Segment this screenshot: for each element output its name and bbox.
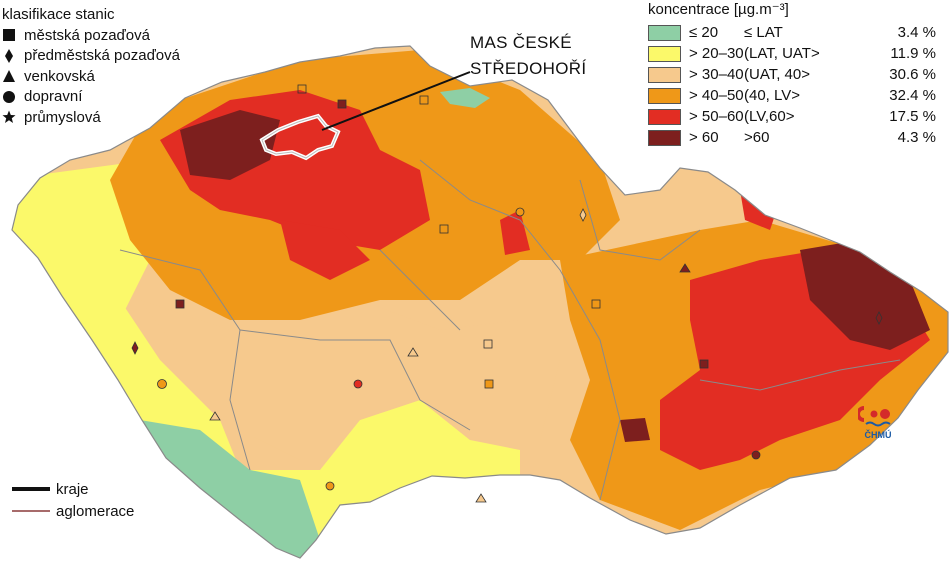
thin-line-icon [12,510,50,512]
country-border [11,45,949,559]
legend-label: předměstská pozaďová [24,47,180,65]
station-markers [131,84,883,503]
boundary-line-legend: kraje aglomerace [12,478,134,522]
class-percent: 3.4 % [897,24,936,41]
thick-line-icon [12,487,50,491]
circle-icon [3,90,15,103]
legend-item-industrial: průmyslová [2,107,232,128]
station-classification-legend: klasifikace stanic městská pozaďová před… [2,6,232,128]
square-icon [3,29,15,42]
callout-line-2: STŘEDOHOŘÍ [470,59,587,78]
concentration-class-row: > 40–50 (40, LV> 32.4 % [648,85,948,106]
logo-label: ČHMÚ [864,430,892,440]
class-range: ≤ 20 [689,24,719,41]
class-percent: 4.3 % [897,129,936,146]
color-swatch [648,24,681,41]
legend-item-regions: kraje [12,478,134,500]
legend-label: venkovská [24,67,95,85]
legend-label: městská pozaďová [24,26,150,44]
legend-item-rural: venkovská [2,66,232,87]
class-limit: (LAT, UAT> [744,45,820,62]
class-limit: (LV,60> [744,108,795,125]
legend-label: aglomerace [56,502,135,520]
class-limit: (40, LV> [744,87,801,104]
legend-label: dopravní [24,88,83,106]
legend-item-suburban-background: předměstská pozaďová [2,46,232,67]
color-swatch [648,108,681,125]
star-icon [2,110,16,124]
class-range: > 60 [689,129,719,146]
legend-item-agglomerations: aglomerace [12,500,134,522]
class-limit: (UAT, 40> [744,66,810,83]
class-range: > 20–30 [689,45,744,62]
station-legend-title: klasifikace stanic [2,6,115,23]
mas-callout-label: MAS ČESKÉ STŘEDOHOŘÍ [470,30,586,82]
chmu-logo: ČHMÚ [856,404,898,440]
concentration-legend: koncentrace [µg.m⁻³] ≤ 20 ≤ LAT 3.4 % > … [648,0,948,148]
color-swatch [648,45,681,62]
triangle-icon [3,70,15,83]
class-percent: 30.6 % [889,66,936,83]
diamond-icon [5,48,13,63]
concentration-class-row: > 20–30 (LAT, UAT> 11.9 % [648,43,948,64]
concentration-class-row: ≤ 20 ≤ LAT 3.4 % [648,22,948,43]
callout-line-1: MAS ČESKÉ [470,33,572,52]
concentration-class-row: > 30–40 (UAT, 40> 30.6 % [648,64,948,85]
concentration-class-row: > 60 >60 4.3 % [648,127,948,148]
class-range: > 30–40 [689,66,744,83]
class-range: > 40–50 [689,87,744,104]
class-limit: >60 [744,129,770,146]
callout-pointer [321,71,471,131]
class-percent: 17.5 % [889,108,936,125]
color-swatch [648,66,681,83]
class-range: > 50–60 [689,108,744,125]
district-boundaries [119,159,901,501]
concentration-legend-title: koncentrace [µg.m⁻³] [648,1,789,18]
chmu-logo-icon [856,406,891,427]
legend-item-urban-background: městská pozaďová [2,25,232,46]
class-percent: 32.4 % [889,87,936,104]
legend-label: průmyslová [24,108,101,126]
class-percent: 11.9 % [890,45,936,62]
legend-label: kraje [56,480,89,498]
legend-item-traffic: dopravní [2,87,232,108]
class-limit: ≤ LAT [744,24,783,41]
concentration-class-row: > 50–60 (LV,60> 17.5 % [648,106,948,127]
color-swatch [648,87,681,104]
color-swatch [648,129,681,146]
